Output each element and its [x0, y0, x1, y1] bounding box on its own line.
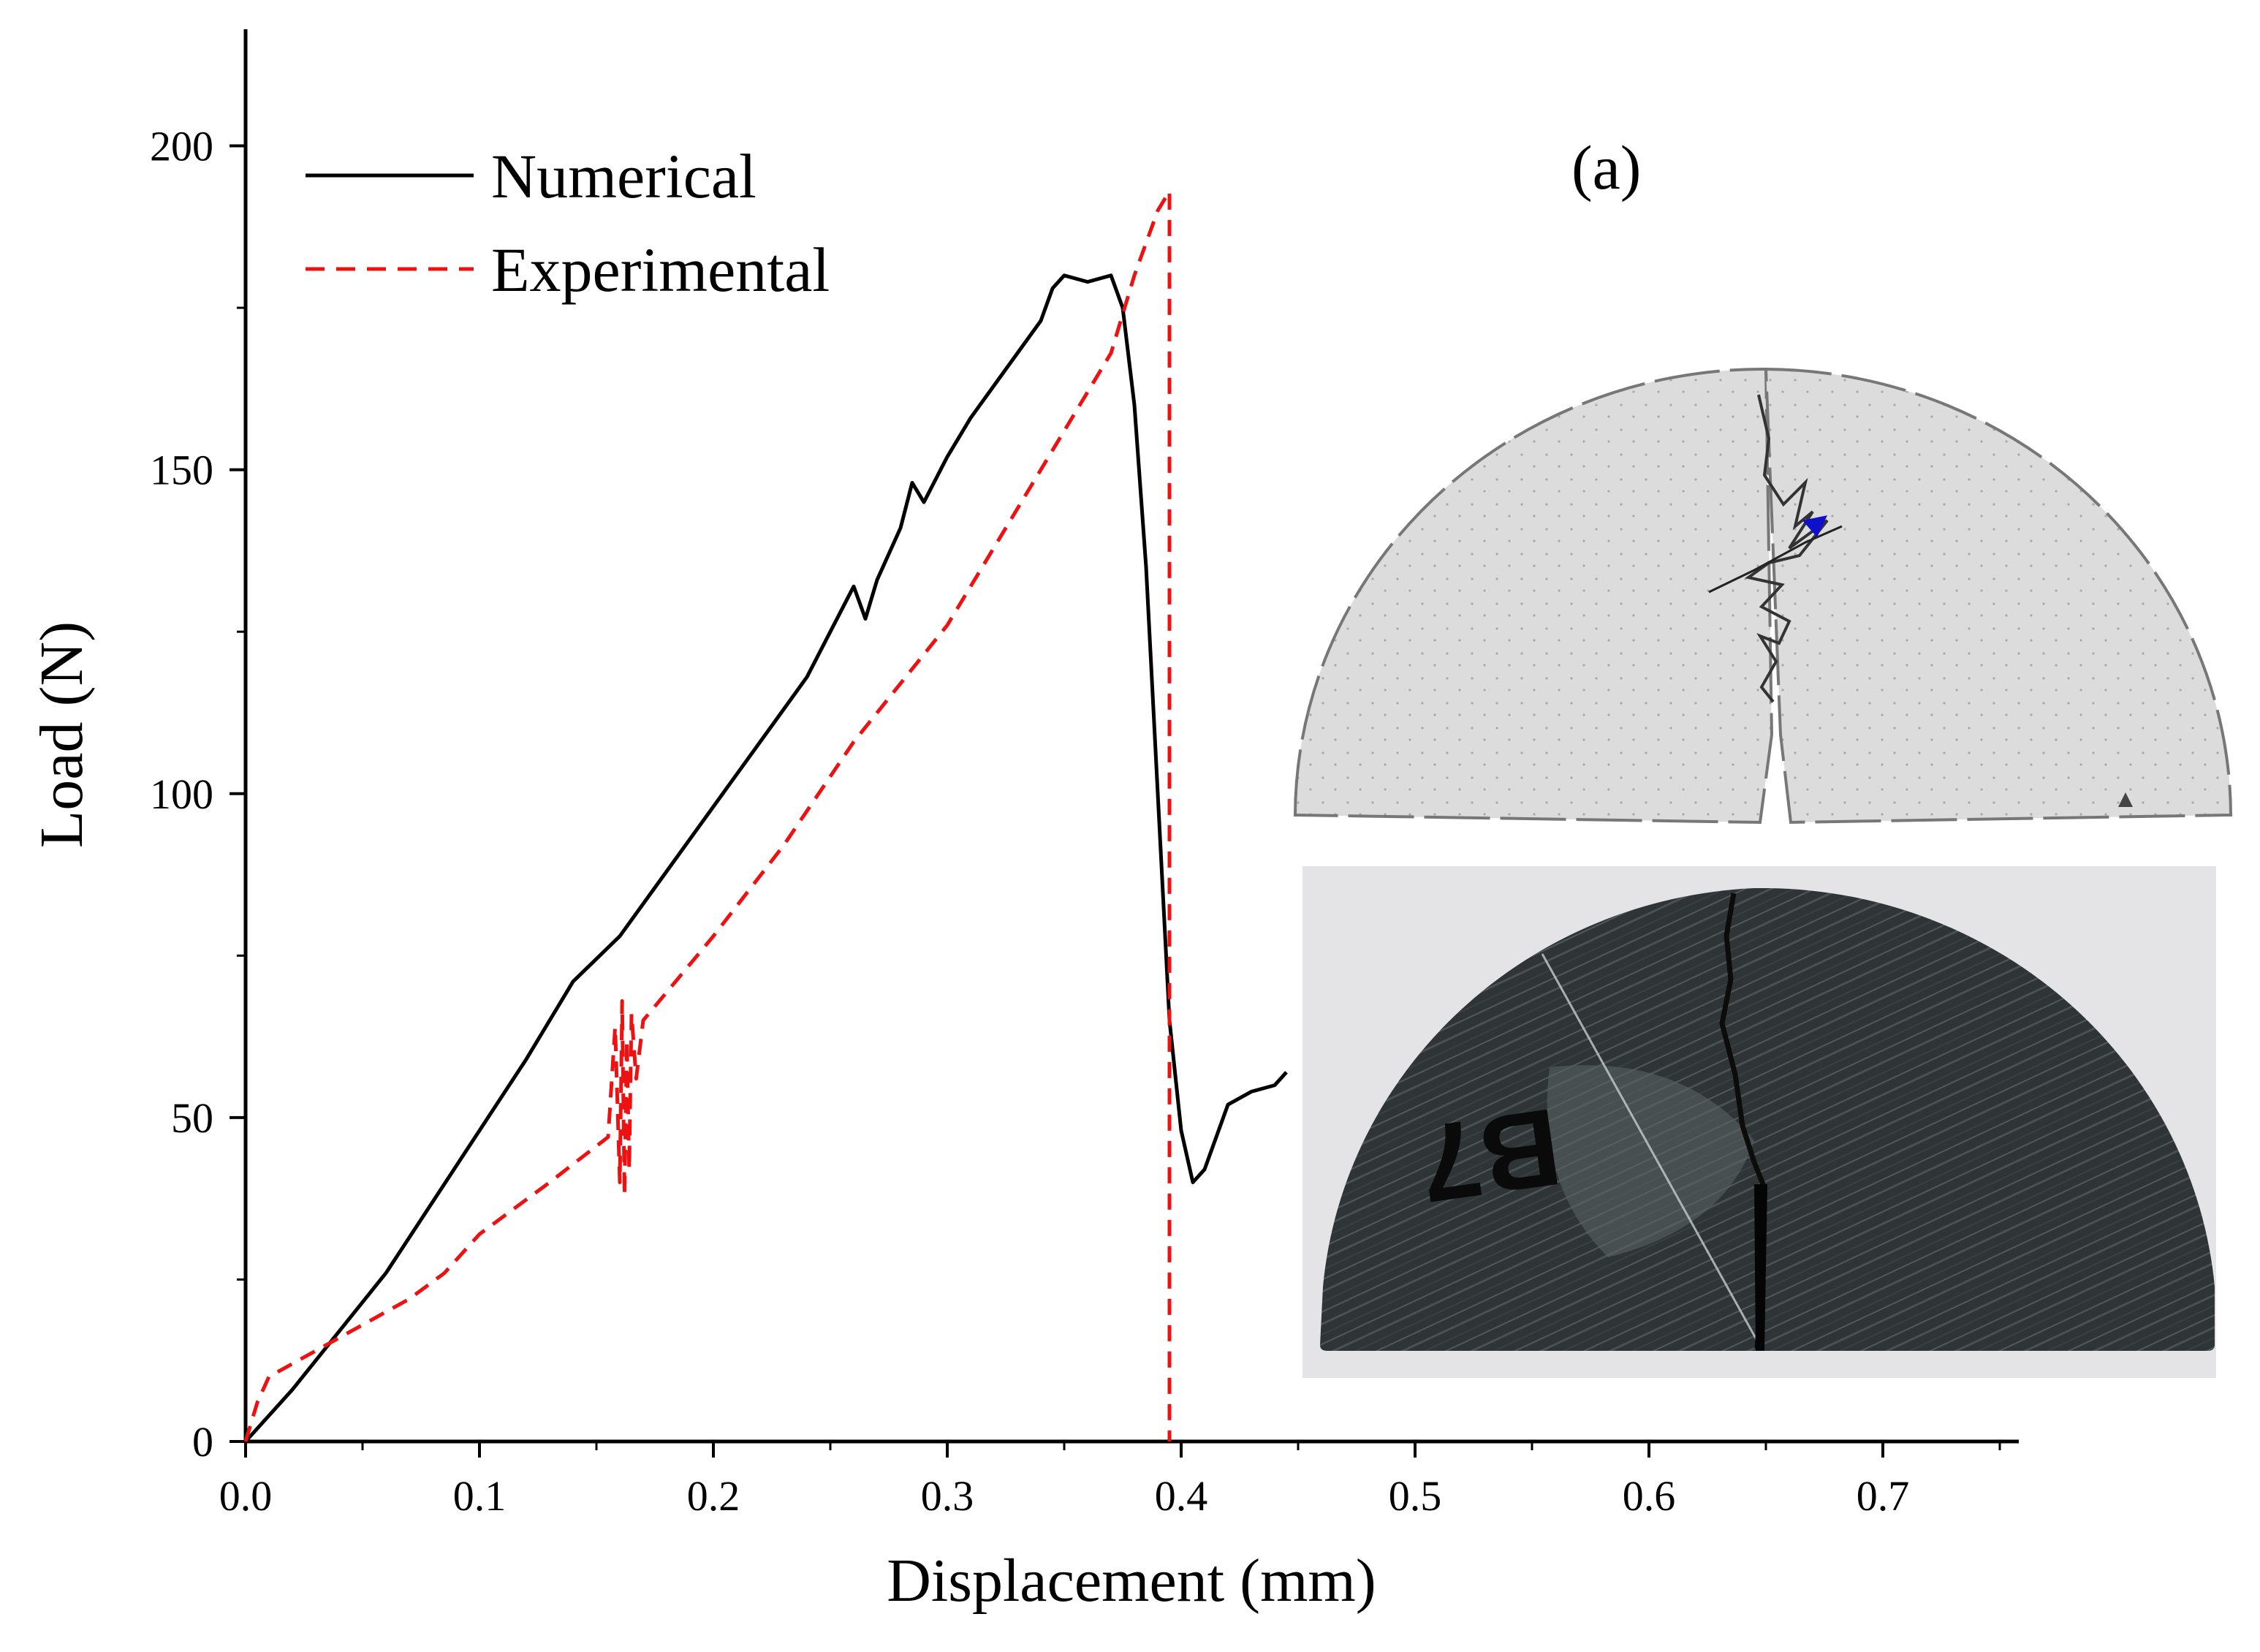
crack-branch — [1708, 525, 1843, 594]
specimen-id-label: B7 — [1412, 1085, 1568, 1227]
y-axis-title: Load (N) — [28, 621, 96, 848]
legend: Numerical Experimental — [306, 141, 830, 305]
x-tick-label: 0.0 — [219, 1472, 273, 1520]
specimen-body — [1320, 888, 2215, 1351]
series-line-experimental — [243, 189, 1172, 1442]
y-tick-label: 100 — [150, 770, 213, 818]
support-marker — [2118, 792, 2133, 807]
series-line-numerical — [244, 273, 1288, 1443]
y-tick-label: 200 — [150, 123, 213, 170]
specimen-light-region — [1547, 1065, 1754, 1257]
scratch-line — [1541, 953, 1763, 1349]
axes — [243, 29, 2019, 1444]
x-tick-label: 0.1 — [453, 1472, 507, 1520]
x-ticks: 0.0 0.1 0.2 0.3 0.4 0.5 0.6 0.7 — [219, 1441, 2001, 1520]
x-tick-label: 0.2 — [687, 1472, 740, 1520]
x-tick-label: 0.3 — [921, 1472, 974, 1520]
legend-label-experimental: Experimental — [491, 235, 830, 305]
specimen-slit — [1754, 1184, 1767, 1351]
y-tick-label: 150 — [150, 447, 213, 494]
panel-label: (a) — [1571, 132, 1641, 202]
y-ticks: 0 50 100 150 200 — [150, 123, 246, 1466]
simulated-crack-path — [1745, 394, 1829, 703]
y-tick-label: 50 — [171, 1094, 213, 1142]
crack-damage-marker — [1802, 515, 1827, 537]
inset-specimen-photo: B7 — [1302, 866, 2216, 1378]
inset-numerical-model — [1293, 367, 2233, 825]
x-tick-label: 0.4 — [1155, 1472, 1208, 1520]
semi-disc-left-half — [1293, 367, 1774, 825]
x-axis-title: Displacement (mm) — [887, 1547, 1376, 1615]
x-tick-label: 0.7 — [1857, 1472, 1910, 1520]
y-tick-label: 0 — [192, 1418, 213, 1466]
semi-disc-right-half — [1764, 367, 2233, 825]
legend-label-numerical: Numerical — [491, 141, 757, 211]
x-tick-label: 0.6 — [1623, 1472, 1676, 1520]
x-tick-label: 0.5 — [1389, 1472, 1442, 1520]
series-layer — [243, 189, 1288, 1443]
